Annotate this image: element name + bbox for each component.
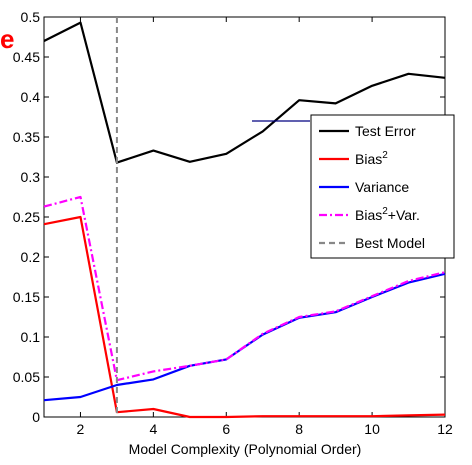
legend-label-test-error: Test Error: [355, 123, 416, 139]
y-tick-label: 0.25: [13, 209, 40, 225]
x-tick-label: 8: [295, 421, 303, 437]
x-tick-label: 6: [222, 421, 230, 437]
x-axis-label: Model Complexity (Polynomial Order): [129, 441, 362, 457]
clipped-glyph: e: [0, 24, 14, 54]
legend-label-bias2-var: Bias2+Var.: [355, 206, 420, 223]
y-tick-label: 0.3: [21, 169, 41, 185]
x-axis: 2 4 6 8 10 12: [77, 17, 453, 437]
legend-label-variance: Variance: [355, 179, 409, 195]
y-tick-label: 0.5: [21, 9, 41, 25]
x-tick-label: 2: [77, 421, 85, 437]
x-tick-label: 4: [149, 421, 157, 437]
y-tick-label: 0.2: [21, 249, 41, 265]
y-tick-label: 0.15: [13, 289, 40, 305]
series-line-test-error: [43, 21, 446, 164]
series-line-bias2-var: [43, 195, 446, 382]
x-tick-label: 12: [437, 421, 453, 437]
series-line-bias2: [43, 215, 446, 419]
y-tick-label: 0.45: [13, 49, 40, 65]
y-tick-label: 0.4: [21, 89, 41, 105]
y-tick-label: 0: [32, 409, 40, 425]
x-tick-label: 10: [364, 421, 380, 437]
legend-label-best-model: Best Model: [355, 235, 425, 251]
legend: Test Error Bias2 Variance Bias2+Var. Best Mo…: [310, 114, 455, 259]
y-tick-label: 0.1: [21, 329, 41, 345]
y-tick-label: 0.05: [13, 369, 40, 385]
series-group: [43, 17, 446, 419]
legend-label-bias2: Bias2: [355, 150, 388, 167]
y-tick-label: 0.35: [13, 129, 40, 145]
